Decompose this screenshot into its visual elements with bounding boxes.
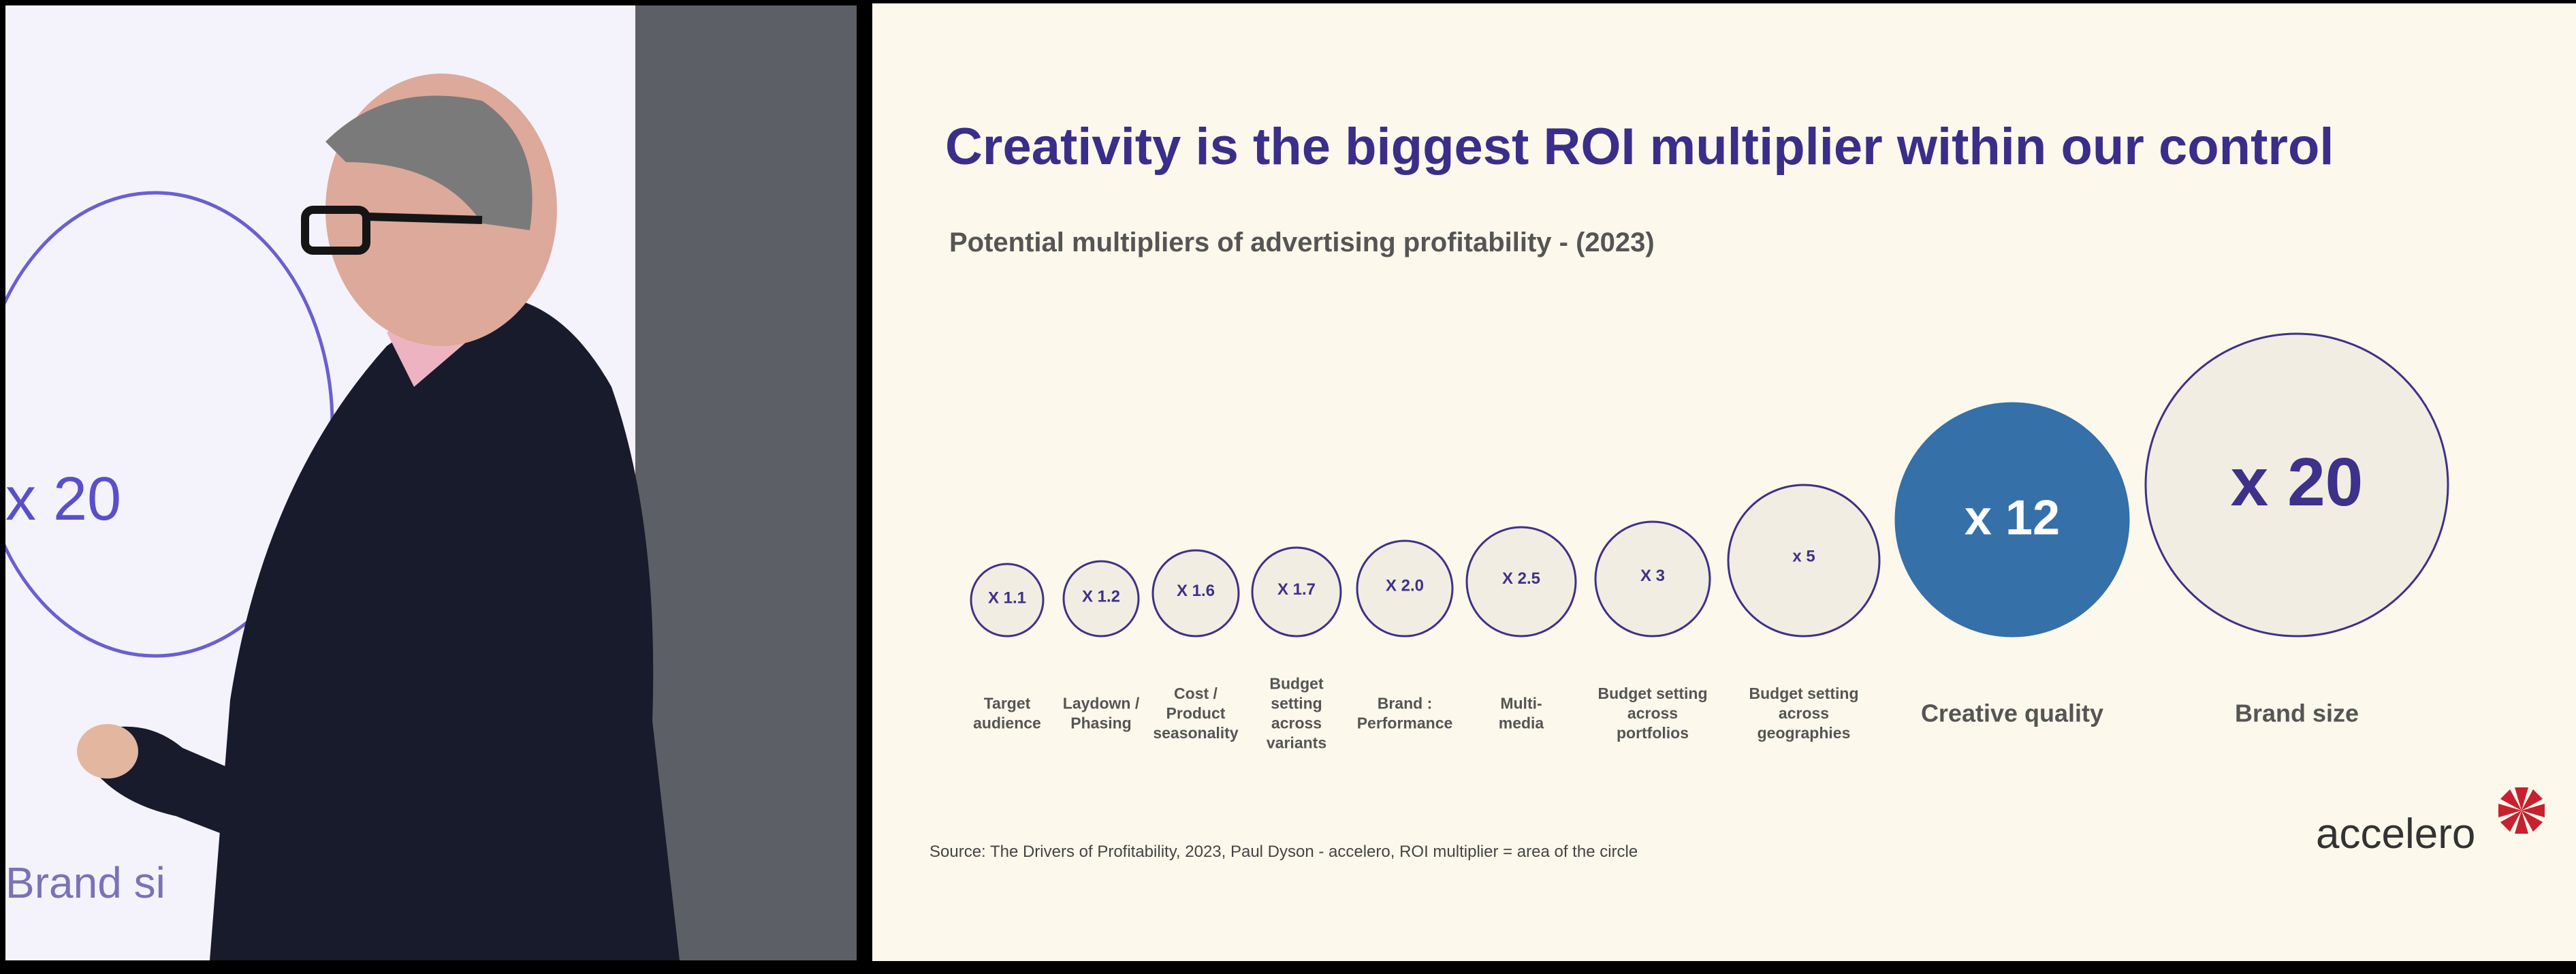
bubble-6 — [1594, 520, 1711, 638]
bubble-9 — [2144, 332, 2449, 638]
bubble-value: X 1.7 — [1277, 580, 1316, 599]
bubble-label: across — [1627, 704, 1678, 722]
bubble-7 — [1727, 484, 1881, 638]
bubble-2 — [1151, 549, 1240, 638]
bubble-value: X 2.0 — [1386, 577, 1424, 595]
bubble-label: across — [1779, 704, 1829, 722]
bubble-value: X 1.6 — [1177, 582, 1215, 600]
screen-value: x 20 — [5, 465, 121, 533]
bubble-label: Brand size — [2235, 700, 2359, 727]
bubble-label: setting — [1271, 695, 1322, 712]
bubble-chart: Creativity is the biggest ROI multiplier… — [929, 118, 2545, 861]
bubble-label: Brand : — [1378, 695, 1433, 712]
bubble-3 — [1251, 546, 1342, 638]
speaker-video: x 20 Brand si — [5, 5, 857, 960]
bubble-label: Creative quality — [1921, 700, 2103, 727]
bubble-label: Budget — [1269, 675, 1324, 693]
bubble-label: portfolios — [1617, 724, 1689, 742]
bubble-value: X 2.5 — [1502, 569, 1540, 588]
video-frame: x 20 Brand si — [5, 5, 857, 960]
bubble-value: X 3 — [1640, 567, 1665, 585]
bubble-label: Product — [1166, 704, 1226, 722]
accelero-logo: accelero — [2316, 811, 2475, 858]
bubble-value: x 20 — [2231, 444, 2364, 520]
bubble-label: variants — [1267, 734, 1326, 752]
bubble-0 — [970, 563, 1045, 638]
slide-title: Creativity is the biggest ROI multiplier… — [945, 118, 2334, 176]
slide-subtitle: Potential multipliers of advertising pro… — [949, 227, 1655, 257]
stage-wall — [635, 5, 857, 960]
bubble-label: Performance — [1357, 714, 1453, 732]
bubble-label: Target — [984, 695, 1031, 712]
bubble-label: media — [1499, 714, 1544, 732]
bubble-label: Cost / — [1174, 685, 1218, 702]
logo-star-icon — [2498, 787, 2545, 834]
bubble-label: audience — [973, 714, 1041, 732]
presentation-slide: Creativity is the biggest ROI multiplier… — [872, 3, 2576, 961]
speaker — [77, 74, 680, 960]
bubble-label: across — [1271, 714, 1322, 732]
bubble-label: seasonality — [1153, 724, 1238, 742]
screen-label: Brand si — [5, 858, 165, 907]
bubble-5 — [1465, 526, 1577, 638]
bubble-value: x 12 — [1965, 491, 2060, 546]
bubble-label: Laydown / — [1063, 695, 1140, 712]
bubble-8 — [1894, 402, 2130, 638]
source-note: Source: The Drivers of Profitability, 20… — [929, 843, 1638, 861]
bubble-value: X 1.1 — [988, 589, 1026, 608]
bubble-1 — [1062, 560, 1140, 638]
bubble-label: Multi- — [1500, 695, 1542, 712]
bubble-label: Phasing — [1070, 714, 1131, 732]
bubble-4 — [1356, 539, 1454, 638]
bubble-label: Budget setting — [1749, 685, 1859, 702]
bubble-label: Budget setting — [1598, 685, 1708, 702]
bubble-value: x 5 — [1792, 548, 1815, 566]
bubble-value: X 1.2 — [1082, 587, 1120, 606]
bubble-label: geographies — [1758, 724, 1851, 742]
